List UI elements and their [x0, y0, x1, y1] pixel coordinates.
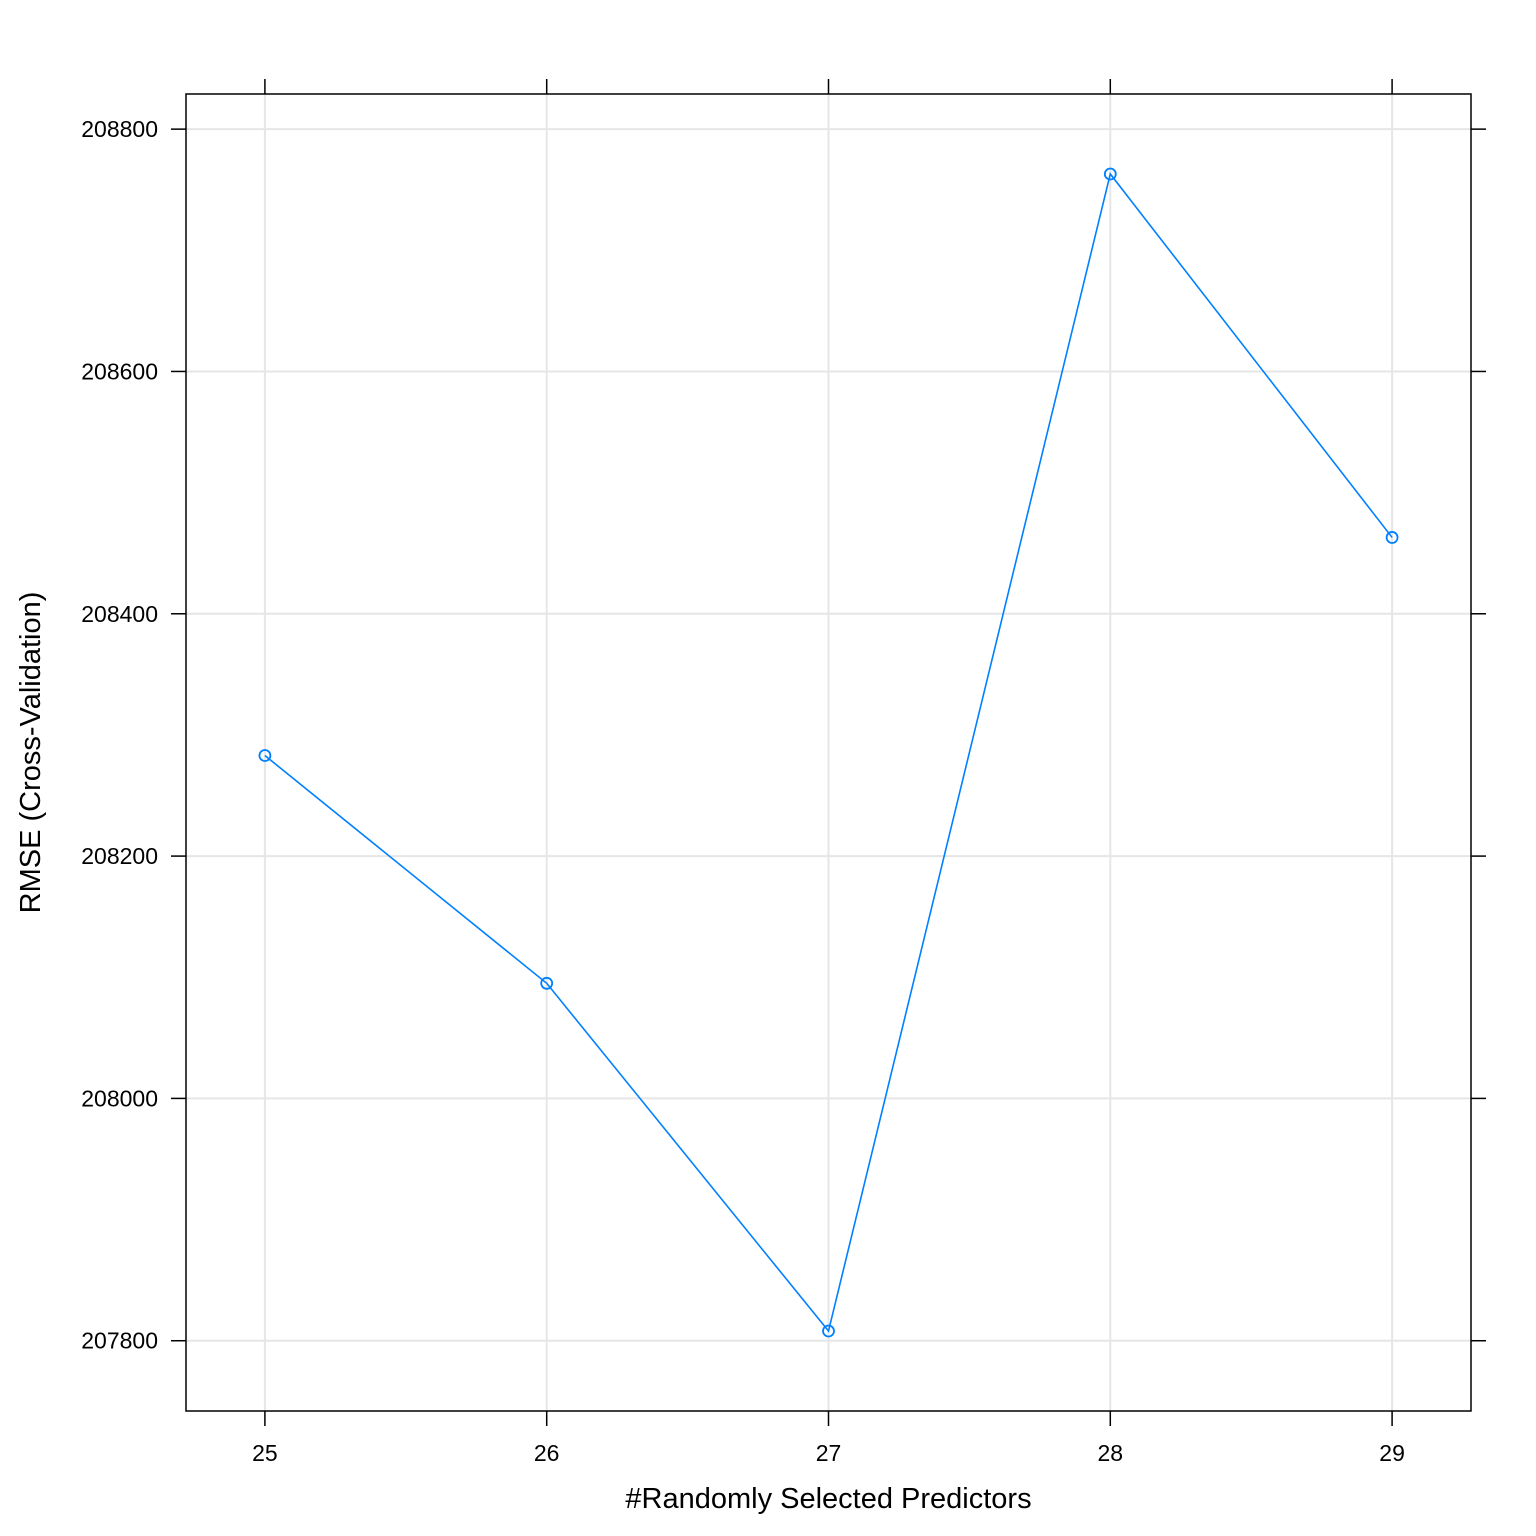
data-point-marker: [822, 1324, 835, 1338]
plot-frame: [185, 93, 1472, 1412]
series-line: [264, 172, 1393, 1333]
data-point-marker: [1385, 531, 1399, 544]
x-tick-label: 28: [1098, 1440, 1124, 1466]
x-tick-label: 26: [534, 1440, 560, 1466]
grid-lines: [186, 94, 1471, 1411]
axis-ticks: [171, 79, 1486, 1426]
y-tick-label: 208600: [81, 358, 158, 384]
series-layer: [258, 167, 1399, 1338]
y-tick-label: 207800: [81, 1328, 158, 1354]
data-point-marker: [258, 749, 272, 762]
data-point-marker: [1103, 167, 1117, 181]
data-point-marker: [540, 976, 554, 990]
y-tick-label: 208200: [81, 843, 158, 869]
x-tick-label: 29: [1379, 1440, 1405, 1466]
x-axis-title: #Randomly Selected Predictors: [625, 1483, 1031, 1515]
x-tick-label: 27: [816, 1440, 842, 1466]
tick-labels: 25 26 27 28 29 207800 208000 208200 208400 208600…: [81, 116, 1405, 1466]
y-tick-label: 208400: [81, 601, 158, 627]
x-tick-label: 25: [252, 1440, 278, 1466]
y-tick-label: 208800: [81, 116, 158, 142]
y-axis-title: RMSE (Cross-Validation): [15, 592, 47, 914]
y-tick-label: 208000: [81, 1085, 158, 1111]
